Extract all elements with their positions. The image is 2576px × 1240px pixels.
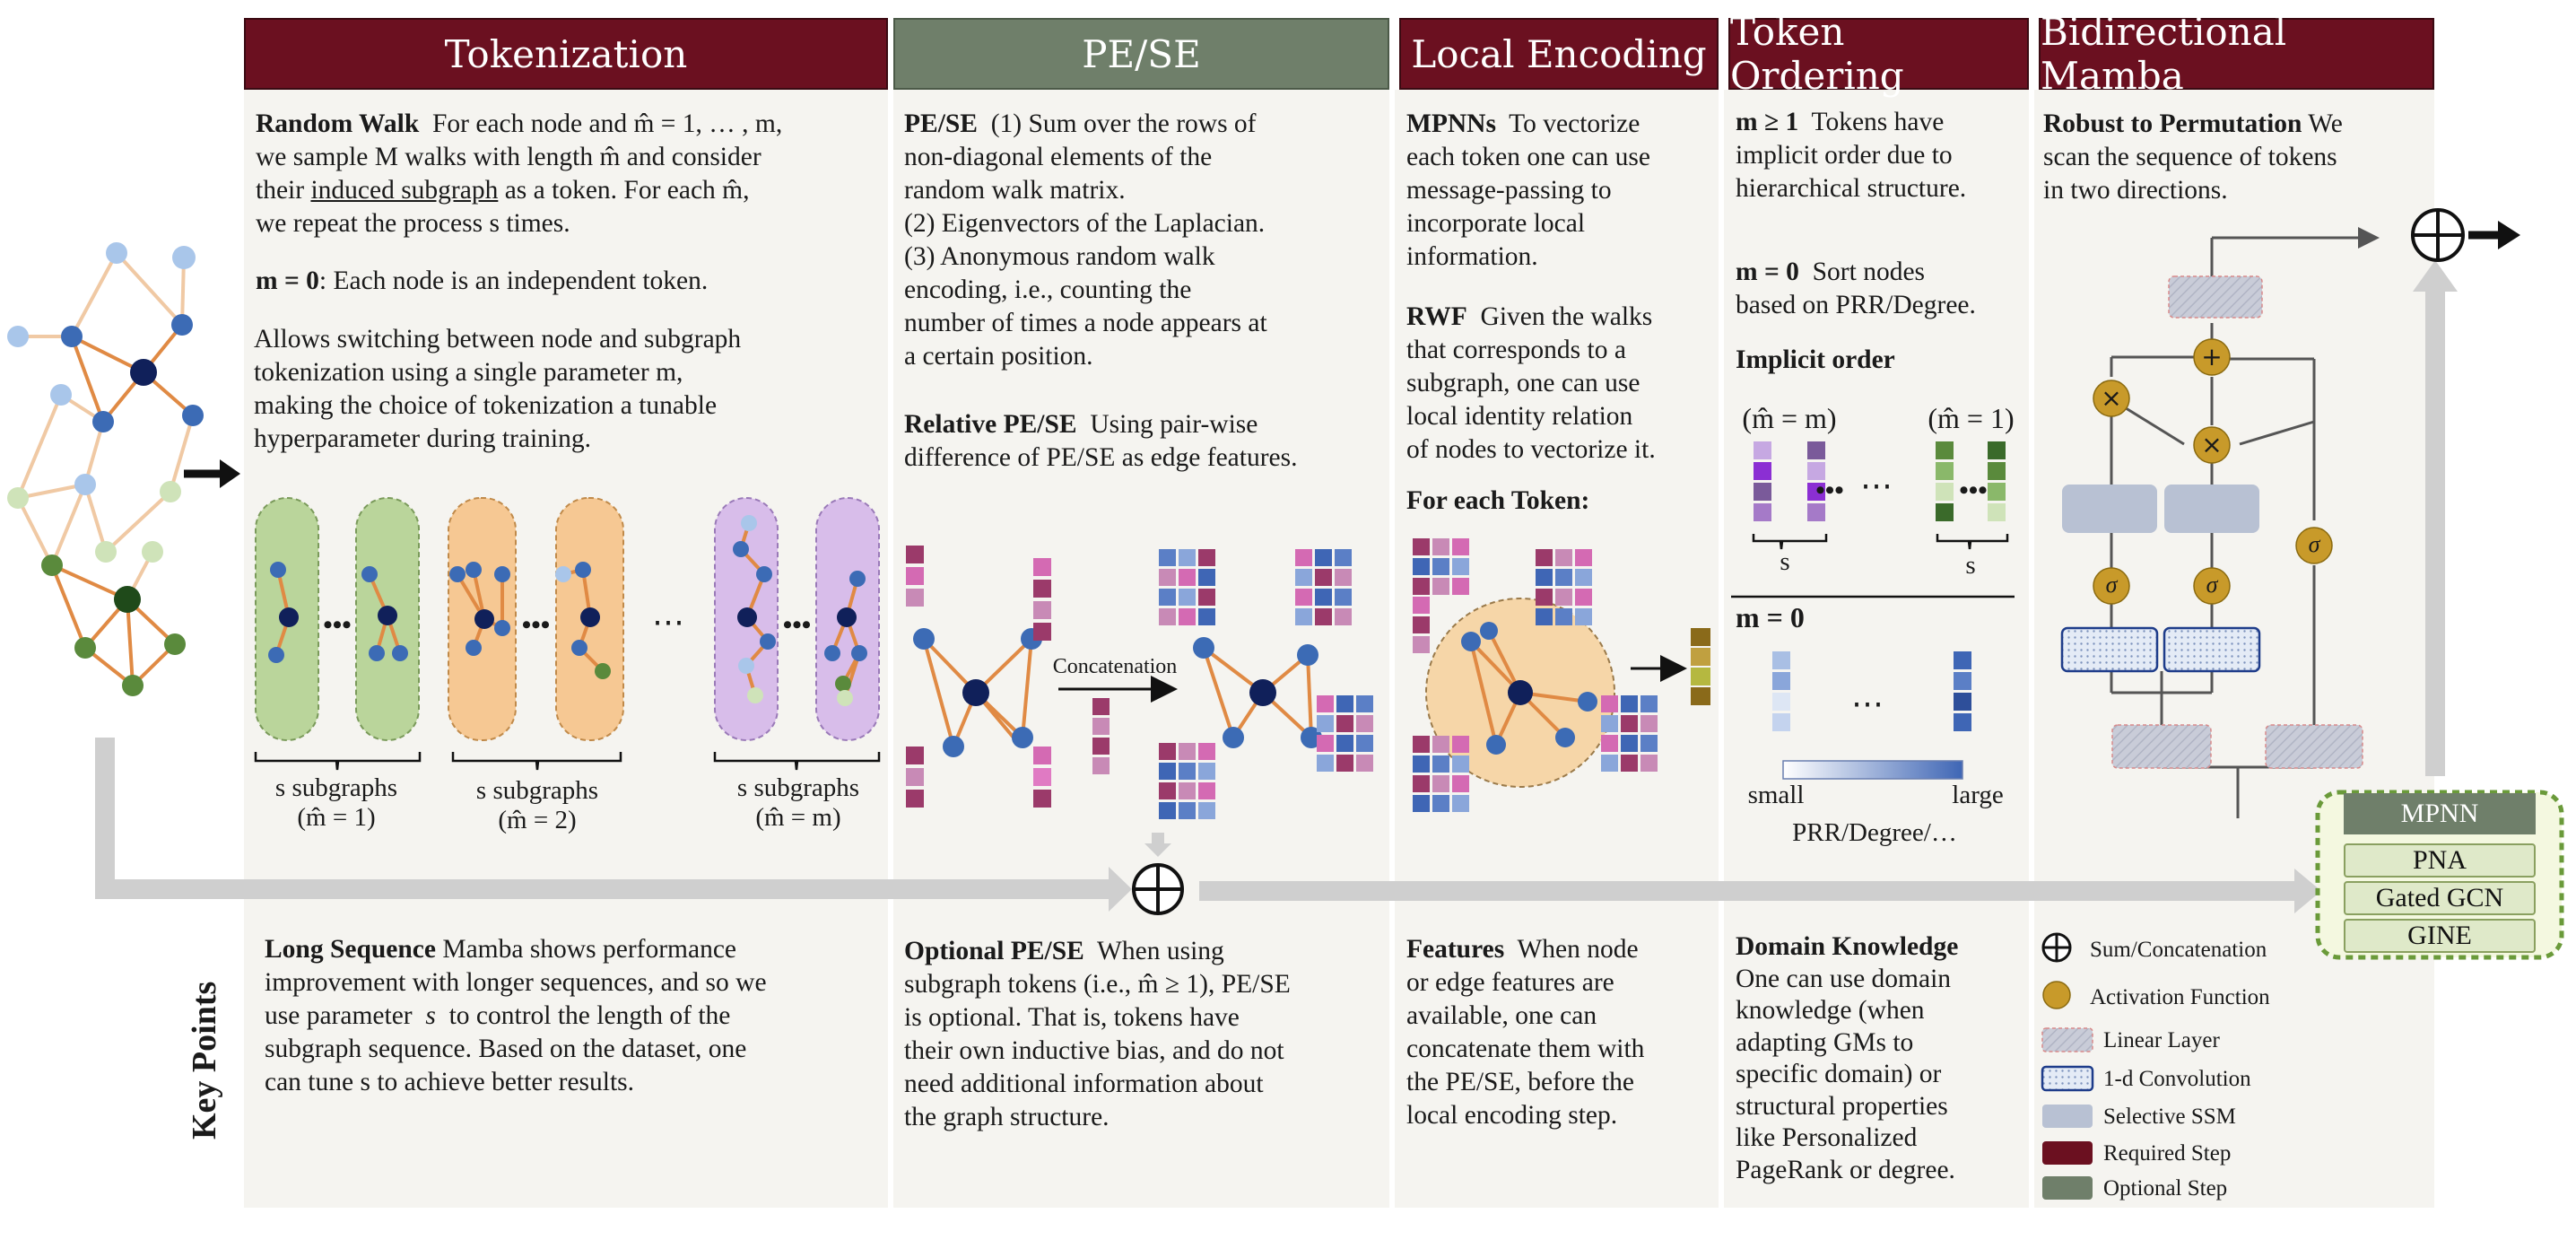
flow-arrows — [95, 260, 2458, 913]
header-token-ordering: Token Ordering — [1728, 10, 2029, 98]
col-left-label: (m̂ = m) — [1742, 402, 1837, 434]
prr-degree-label: PRR/Degree/… — [1792, 818, 1957, 847]
local-encoding-blocks — [1413, 538, 1658, 812]
group2-label: s subgraphs (m̂ = 2) — [475, 776, 599, 834]
group3-label: s subgraphs (m̂ = m) — [736, 773, 860, 832]
implicit-order-label: Implicit order — [1736, 345, 1895, 374]
legend-conv: 1-d Convolution — [2103, 1067, 2251, 1091]
input-graph-nodes — [7, 242, 204, 696]
header-local-encoding: Local Encoding — [1399, 18, 1719, 90]
legend-activation: Activation Function — [2090, 985, 2270, 1009]
random-walk-text: Random Walk For each node and m̂ = 1, … … — [256, 109, 783, 238]
switch-text: Allows switching between node and subgra… — [254, 325, 742, 453]
optional-pese-text: Optional PE/SE When using subgraph token… — [904, 937, 1291, 1131]
mult-op-label-2: × — [2201, 430, 2223, 459]
col-right-label: (m̂ = 1) — [1928, 402, 2015, 434]
input-graph — [16, 251, 195, 687]
sigma-label-1: σ — [2105, 572, 2118, 598]
header-pese: PE/SE — [893, 18, 1389, 90]
header-tokenization: Tokenization — [244, 18, 888, 90]
group2-dots: ••• — [521, 610, 551, 640]
pese-text: PE/SE (1) Sum over the rows of non-diago… — [904, 109, 1267, 371]
input-arrow — [184, 459, 240, 488]
features-text: Features When node or edge features are … — [1406, 935, 1645, 1130]
m0-token-text: m = 0: Each node is an independent token… — [256, 266, 709, 295]
subgraph-groups — [255, 497, 880, 741]
m1-ordering-text: m ≥ 1 Tokens have implicit order due to … — [1736, 108, 1967, 203]
pese-columns — [906, 546, 1051, 808]
mpnn-item-gine: GINE — [2344, 919, 2536, 953]
group3-dots: ••• — [782, 610, 812, 640]
s-right-label: s — [1965, 551, 1976, 580]
mamba-block — [2060, 208, 2520, 818]
mpnn-title: MPNN — [2344, 793, 2536, 834]
sum-concat-icon — [1132, 863, 1184, 915]
legend-ssm: Selective SSM — [2103, 1105, 2236, 1129]
token-ordering-graphic — [1731, 441, 2015, 780]
m0-ellipsis: ⋯ — [1851, 685, 1884, 721]
legend-icons — [2041, 932, 2094, 1200]
legend-optional: Optional Step — [2103, 1176, 2228, 1201]
s-left-label: s — [1780, 547, 1790, 576]
m0-ordering-text: m = 0 Sort nodes based on PRR/Degree. — [1736, 258, 1976, 319]
sigma-label-2: σ — [2206, 572, 2218, 598]
relative-pese-text: Relative PE/SE Using pair-wise differenc… — [904, 410, 1298, 472]
m0-section-label: m = 0 — [1736, 601, 1805, 633]
sigma-label-3: σ — [2308, 531, 2320, 557]
small-label: small — [1747, 781, 1805, 809]
group1-dots: ••• — [323, 610, 352, 640]
mpnn-text: MPNNs To vectorize each token one can us… — [1406, 109, 1650, 271]
order-ellipsis: ⋯ — [1860, 467, 1893, 503]
token-ordering-panel — [1724, 90, 2029, 1208]
robust-text: Robust to Permutation We scan the sequen… — [2043, 109, 2343, 205]
concatenation-label: Concatenation — [1052, 655, 1178, 678]
legend-linear-layer: Linear Layer — [2103, 1028, 2220, 1052]
long-sequence-text: Long Sequence Mamba shows performance im… — [265, 935, 767, 1096]
mpnn-item-pna: PNA — [2344, 843, 2536, 878]
mult-op-label-1: × — [2101, 383, 2122, 413]
subgraph-nodes — [268, 515, 867, 706]
rwf-text: RWF Given the walks that corresponds to … — [1406, 302, 1656, 464]
order-dots-2: ••• — [1959, 476, 1988, 505]
add-op-label: + — [2201, 342, 2223, 371]
domain-knowledge-text: Domain Knowledge One can use domain know… — [1736, 932, 1959, 1184]
for-each-token-label: For each Token: — [1406, 486, 1590, 515]
groups-ellipsis: ⋯ — [652, 604, 684, 640]
order-dots-1: ••• — [1815, 476, 1844, 505]
mpnn-item-gated-gcn: Gated GCN — [2344, 881, 2536, 915]
group1-label: s subgraphs (m̂ = 1) — [274, 773, 398, 832]
large-label: large — [1952, 781, 2004, 809]
pese-graph — [913, 628, 1322, 757]
pese-feature-blocks — [1092, 549, 1373, 819]
local-encoding-graph — [1425, 598, 1710, 788]
key-points-label: Key Points — [186, 981, 223, 1140]
header-bidirectional-mamba: Bidirectional Mamba — [2039, 10, 2434, 98]
legend-required: Required Step — [2103, 1141, 2232, 1166]
subgraph-braces — [254, 752, 881, 771]
legend-sum-concat: Sum/Concatenation — [2090, 938, 2267, 962]
